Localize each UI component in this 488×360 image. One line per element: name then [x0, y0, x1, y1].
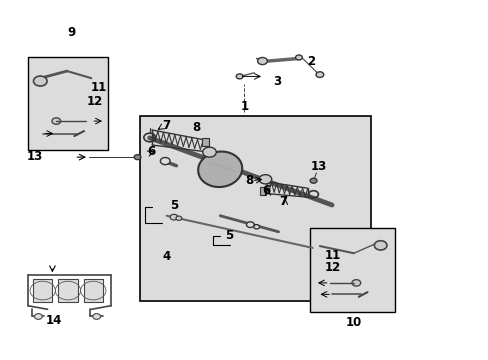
Circle shape [315, 72, 323, 77]
Text: 7: 7 [163, 119, 170, 132]
Text: 1: 1 [240, 100, 248, 113]
Circle shape [160, 157, 170, 165]
Text: 6: 6 [262, 184, 270, 197]
Text: 10: 10 [345, 316, 361, 329]
Bar [309, 228, 394, 312]
Bar [260, 187, 266, 195]
Text: 13: 13 [26, 150, 42, 163]
Text: 9: 9 [68, 26, 76, 39]
Text: 2: 2 [307, 55, 315, 68]
Bar [140, 116, 370, 301]
Bar [28, 57, 108, 150]
Text: 12: 12 [86, 95, 102, 108]
Text: 11: 11 [324, 248, 341, 261]
Text: 8: 8 [191, 121, 200, 134]
Circle shape [351, 280, 360, 286]
Circle shape [33, 76, 47, 86]
Text: 4: 4 [162, 250, 170, 263]
Circle shape [309, 178, 316, 183]
Text: 7: 7 [279, 195, 287, 208]
Circle shape [134, 155, 141, 159]
Circle shape [295, 55, 302, 60]
Ellipse shape [198, 152, 242, 187]
Text: 14: 14 [45, 314, 62, 327]
Bar [58, 279, 78, 302]
Circle shape [246, 222, 254, 228]
Circle shape [253, 225, 259, 229]
Text: 3: 3 [273, 75, 281, 88]
Circle shape [236, 74, 243, 79]
Text: 8: 8 [245, 174, 253, 186]
Circle shape [202, 147, 216, 157]
Circle shape [170, 214, 178, 220]
Circle shape [52, 118, 61, 124]
Circle shape [93, 314, 101, 319]
Text: 5: 5 [169, 198, 178, 212]
Text: 6: 6 [147, 145, 155, 158]
Circle shape [259, 175, 271, 184]
Circle shape [34, 314, 42, 319]
Bar [83, 279, 103, 302]
Circle shape [257, 58, 267, 64]
Circle shape [373, 241, 386, 250]
Text: 5: 5 [224, 229, 233, 242]
Text: 13: 13 [310, 160, 326, 173]
Bar [33, 279, 52, 302]
Circle shape [176, 216, 182, 220]
Text: 12: 12 [324, 261, 341, 274]
Text: 11: 11 [90, 81, 106, 94]
Bar [202, 138, 208, 147]
